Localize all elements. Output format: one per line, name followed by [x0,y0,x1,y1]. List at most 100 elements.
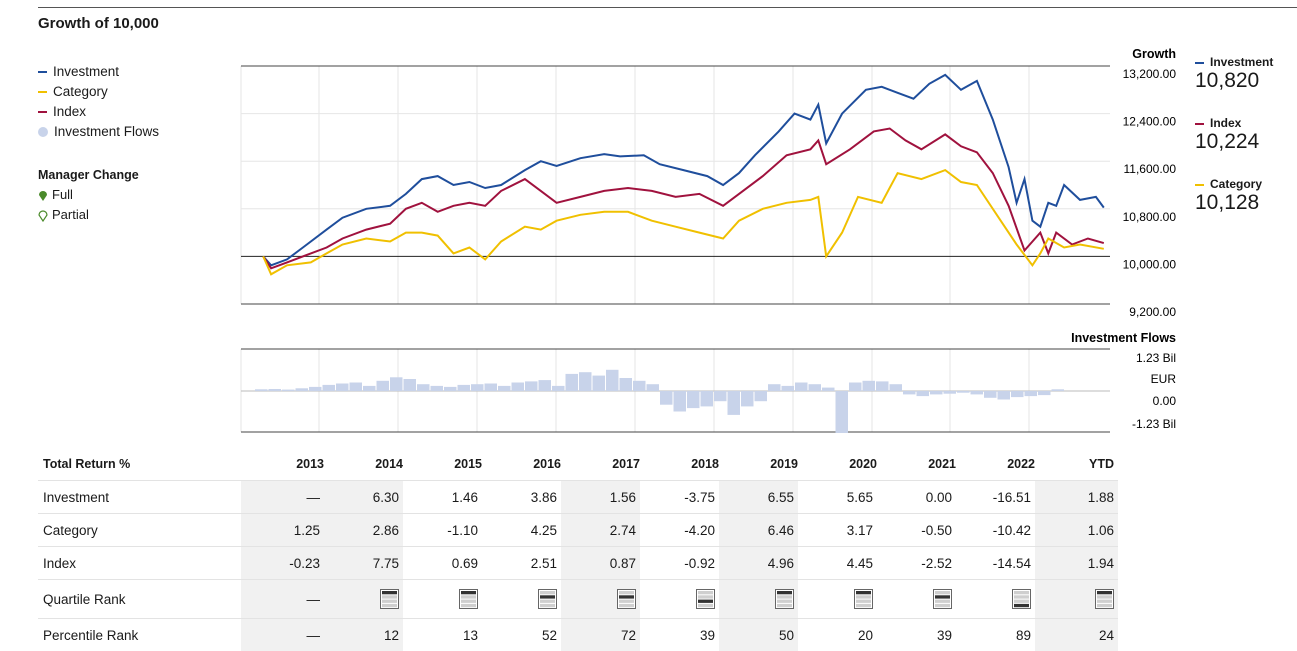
quartile-segment [698,591,713,595]
flow-bar [295,388,308,391]
value-cell: 6.46 [719,513,798,547]
index-swatch [38,111,47,113]
value-cell: -4.20 [640,513,719,547]
right-legend-index: Index 10,224 [1195,116,1259,154]
series-line-category [262,168,1104,276]
flow-bar [606,369,619,391]
legend-index[interactable]: Index [38,102,159,122]
quartile-rank-icon [380,589,399,609]
series-line-index [262,127,1105,270]
quartile-cell [956,579,1035,619]
legend-label: Category [53,84,108,99]
quartile-segment [382,595,397,599]
flow-bar [673,391,686,412]
quartile-rank-icon [1095,589,1114,609]
flow-bar [525,381,538,391]
quartile-segment [461,603,476,608]
investment-final-value: 10,820 [1195,69,1260,92]
quartile-segment [698,595,713,599]
value-cell: 20 [798,618,877,651]
value-cell: 3.86 [482,480,561,514]
row-label: Category [38,513,241,547]
flow-tick-label: 0.00 [1153,394,1177,408]
right-legend-label: Investment [1210,55,1274,69]
total-return-table: Total Return % 2013 2014 2015 2016 2017 … [38,447,1118,651]
flow-bar [282,389,295,391]
value-cell: 6.55 [719,480,798,514]
total-return-header: Total Return % [43,456,131,471]
table-row-quartile-rank: Quartile Rank — [38,579,1118,619]
quartile-segment [1097,595,1112,599]
year-header: 2020 [849,456,877,471]
value-cell: -1.10 [403,513,482,547]
flow-bar [579,372,592,391]
quartile-cell [482,579,561,619]
table-row-category: Category 1.25 2.86 -1.10 4.25 2.74 -4.20 6.46 3.… [38,513,1118,547]
flow-bar [808,384,821,391]
flows-swatch [38,127,48,137]
legend-label: Investment [53,64,120,79]
flow-bar [943,391,956,394]
chart-title: Growth of 10,000 [38,15,159,32]
growth-y-ticks: 13,200.00 12,400.00 11,600.00 10,800.00 10,0… [1123,67,1177,319]
quartile-cell [561,579,640,619]
flows-axis-title: Investment Flows [1071,331,1176,345]
value-cell: 72 [561,618,640,651]
category-swatch [38,91,47,93]
flows-bars [255,369,1064,433]
value-cell: 52 [482,618,561,651]
legend-investment-flows[interactable]: Investment Flows [38,122,159,142]
quartile-segment [777,599,792,603]
value-cell: 0.69 [403,546,482,580]
quartile-segment [540,603,555,608]
quartile-segment [382,603,397,608]
growth-axis-title: Growth [1132,47,1176,61]
quartile-segment [540,595,555,599]
partial-marker-icon [38,209,48,222]
flow-bar [1011,391,1024,398]
quartile-segment [856,603,871,608]
quartile-rank-icon [459,589,478,609]
legend-investment[interactable]: Investment [38,62,159,82]
quartile-segment [1097,599,1112,603]
flow-bar [376,380,389,391]
year-header: 2016 [533,456,561,471]
series-line-investment [262,73,1105,267]
quartile-segment [777,591,792,595]
value-cell: -0.50 [877,513,956,547]
index-mark [1195,122,1204,125]
right-legend-investment: Investment 10,820 [1195,55,1273,93]
quartile-segment [856,599,871,603]
investment-swatch [38,71,47,73]
quartile-cell [324,579,403,619]
year-header: 2013 [296,456,324,471]
growth-tick-label: 13,200.00 [1123,67,1177,81]
category-final-value: 10,128 [1195,191,1260,214]
value-cell: 0.00 [877,480,956,514]
legend-category[interactable]: Category [38,82,159,102]
flow-bar [498,385,511,391]
value-cell: -3.75 [640,480,719,514]
quartile-cell [1035,579,1118,619]
flow-bar [363,385,376,391]
flow-bar [1038,391,1051,396]
quartile-segment [935,591,950,595]
flow-bar [862,380,875,391]
flow-bar [781,385,794,391]
quartile-segment [856,591,871,595]
year-header: YTD [1089,456,1114,471]
value-cell: — [241,618,324,651]
right-legend-label: Category [1210,177,1263,191]
growth-tick-label: 11,600.00 [1124,162,1177,176]
value-cell: 1.88 [1035,480,1118,514]
index-final-value: 10,224 [1195,130,1260,153]
value-cell: 50 [719,618,798,651]
right-legend-category: Category 10,128 [1195,177,1262,215]
quartile-segment [935,603,950,608]
value-cell: 13 [403,618,482,651]
flow-bar [822,387,835,391]
table-row-percentile-rank: Percentile Rank —12 13 52 72 39 50 20 39 89 24 [38,618,1118,651]
flow-bar [484,383,497,391]
flow-bar [768,384,781,391]
quartile-segment [540,591,555,595]
